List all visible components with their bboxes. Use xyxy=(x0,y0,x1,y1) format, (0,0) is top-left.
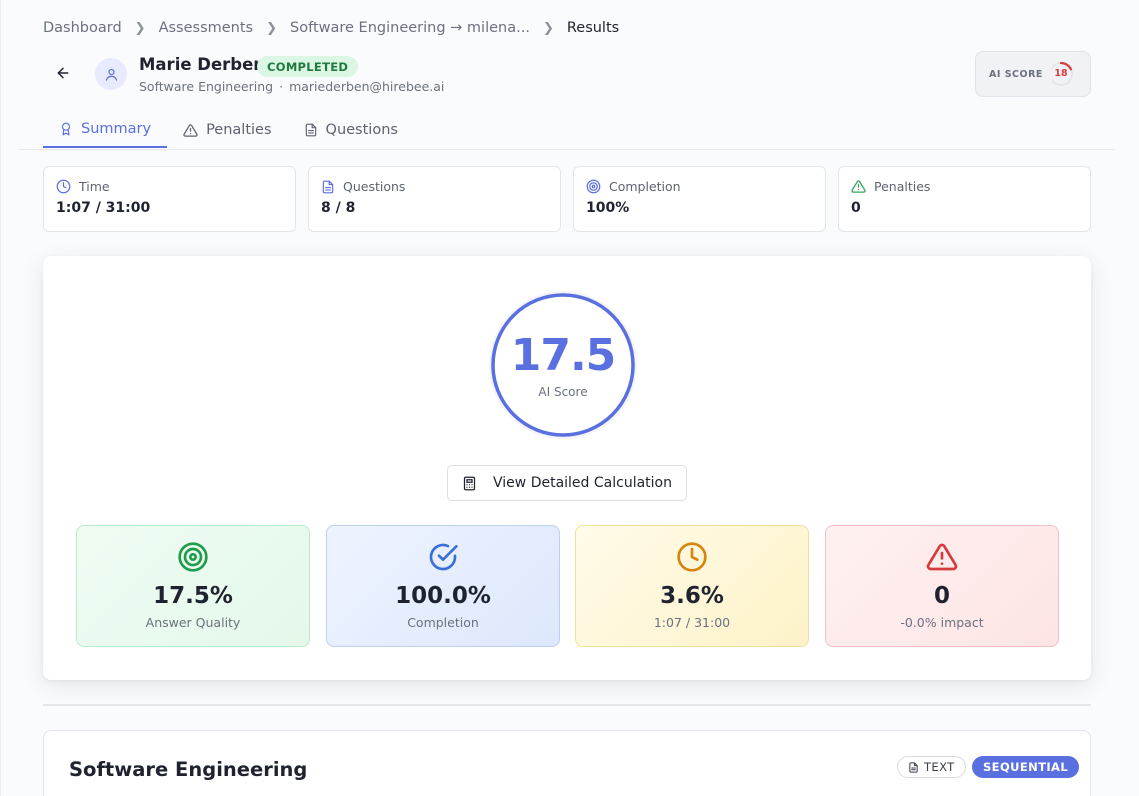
stat-value: 8 / 8 xyxy=(321,200,356,216)
back-button[interactable] xyxy=(53,63,73,83)
metric-label: Answer Quality xyxy=(145,615,241,630)
separator-dot: · xyxy=(279,79,284,94)
tab-penalties[interactable]: Penalties xyxy=(167,112,287,148)
ai-score-value-large: 17.5 xyxy=(510,330,617,381)
ai-score-label: AI SCORE xyxy=(989,68,1043,80)
metric-value: 0 xyxy=(933,583,950,609)
stat-card-time: Time 1:07 / 31:00 xyxy=(43,166,296,232)
metric-time: 3.6% 1:07 / 31:00 xyxy=(575,525,809,647)
ai-score-caption: AI Score xyxy=(538,385,588,399)
candidate-subline: Software Engineering · mariederben@hirebee… xyxy=(139,79,444,94)
calc-button-label: View Detailed Calculation xyxy=(493,475,672,491)
tab-summary[interactable]: Summary xyxy=(43,112,168,148)
section-card: Software Engineering TEXT SEQUENTIAL xyxy=(43,730,1091,796)
type-badge-label: TEXT xyxy=(924,760,955,774)
metric-penalties: 0 -0.0% impact xyxy=(825,525,1059,647)
section-divider xyxy=(43,704,1091,706)
chevron-right-icon: ❯ xyxy=(134,20,146,36)
breadcrumb-assessments[interactable]: Assessments xyxy=(158,20,254,36)
chevron-right-icon: ❯ xyxy=(266,20,278,36)
score-summary-card: 17.5 AI Score View Detailed Calculation … xyxy=(43,256,1091,680)
stat-label: Time xyxy=(79,179,110,194)
user-icon xyxy=(105,68,117,81)
stat-card-penalties: Penalties 0 xyxy=(838,166,1091,232)
target-icon xyxy=(586,179,601,194)
calculator-icon xyxy=(463,476,476,490)
clock-icon xyxy=(56,179,71,194)
breadcrumb: Dashboard ❯ Assessments ❯ Software Engin… xyxy=(43,20,619,36)
metric-value: 3.6% xyxy=(660,583,724,609)
view-detailed-calculation-button[interactable]: View Detailed Calculation xyxy=(447,465,687,501)
ai-score-pill[interactable]: AI SCORE 18 xyxy=(975,51,1091,97)
award-icon xyxy=(61,122,71,136)
warning-icon xyxy=(926,543,958,571)
score-gauge-icon xyxy=(1052,61,1073,86)
candidate-name: Marie Derben xyxy=(139,55,266,74)
metric-label: 1:07 / 31:00 xyxy=(653,615,731,630)
metric-label: Completion xyxy=(407,615,479,630)
stat-label: Penalties xyxy=(874,179,931,194)
candidate-email: mariederben@hirebee.ai xyxy=(289,79,445,94)
tab-bar: Summary Penalties Questions xyxy=(43,112,414,150)
document-icon xyxy=(909,761,918,773)
candidate-track: Software Engineering xyxy=(139,79,274,94)
tab-penalties-label: Penalties xyxy=(206,122,272,138)
avatar xyxy=(95,58,127,90)
warning-icon xyxy=(183,123,198,137)
tabs-divider xyxy=(19,149,1115,150)
document-icon xyxy=(322,180,334,193)
stat-value: 100% xyxy=(586,200,630,216)
tab-questions[interactable]: Questions xyxy=(288,112,414,148)
metric-completion: 100.0% Completion xyxy=(326,525,560,647)
breadcrumb-assessment[interactable]: Software Engineering → milena... xyxy=(290,20,530,36)
breadcrumb-results: Results xyxy=(566,20,620,36)
metric-answer-quality: 17.5% Answer Quality xyxy=(76,525,310,647)
stat-label: Completion xyxy=(609,179,681,194)
stat-card-questions: Questions 8 / 8 xyxy=(308,166,561,232)
stat-value: 1:07 / 31:00 xyxy=(56,200,151,216)
stat-label: Questions xyxy=(343,179,406,194)
ai-score-value: 18 xyxy=(1054,68,1068,79)
check-circle-icon xyxy=(429,543,458,571)
target-icon xyxy=(178,542,208,572)
status-badge: COMPLETED xyxy=(257,56,359,77)
tab-summary-label: Summary xyxy=(81,121,152,137)
mode-badge: SEQUENTIAL xyxy=(972,756,1080,778)
score-ring xyxy=(489,291,637,439)
tab-questions-label: Questions xyxy=(325,122,398,138)
stat-value: 0 xyxy=(851,200,861,216)
document-icon xyxy=(305,123,316,137)
warning-icon xyxy=(851,180,866,193)
type-badge: TEXT xyxy=(897,756,966,778)
metric-value: 17.5% xyxy=(153,583,233,609)
breadcrumb-dashboard[interactable]: Dashboard xyxy=(43,20,122,36)
metric-label: -0.0% impact xyxy=(900,615,984,630)
stat-card-completion: Completion 100% xyxy=(573,166,826,232)
chevron-right-icon: ❯ xyxy=(542,20,554,36)
clock-icon xyxy=(677,542,707,572)
section-title: Software Engineering xyxy=(69,758,308,781)
arrow-left-icon xyxy=(57,67,69,79)
metric-value: 100.0% xyxy=(395,583,491,609)
